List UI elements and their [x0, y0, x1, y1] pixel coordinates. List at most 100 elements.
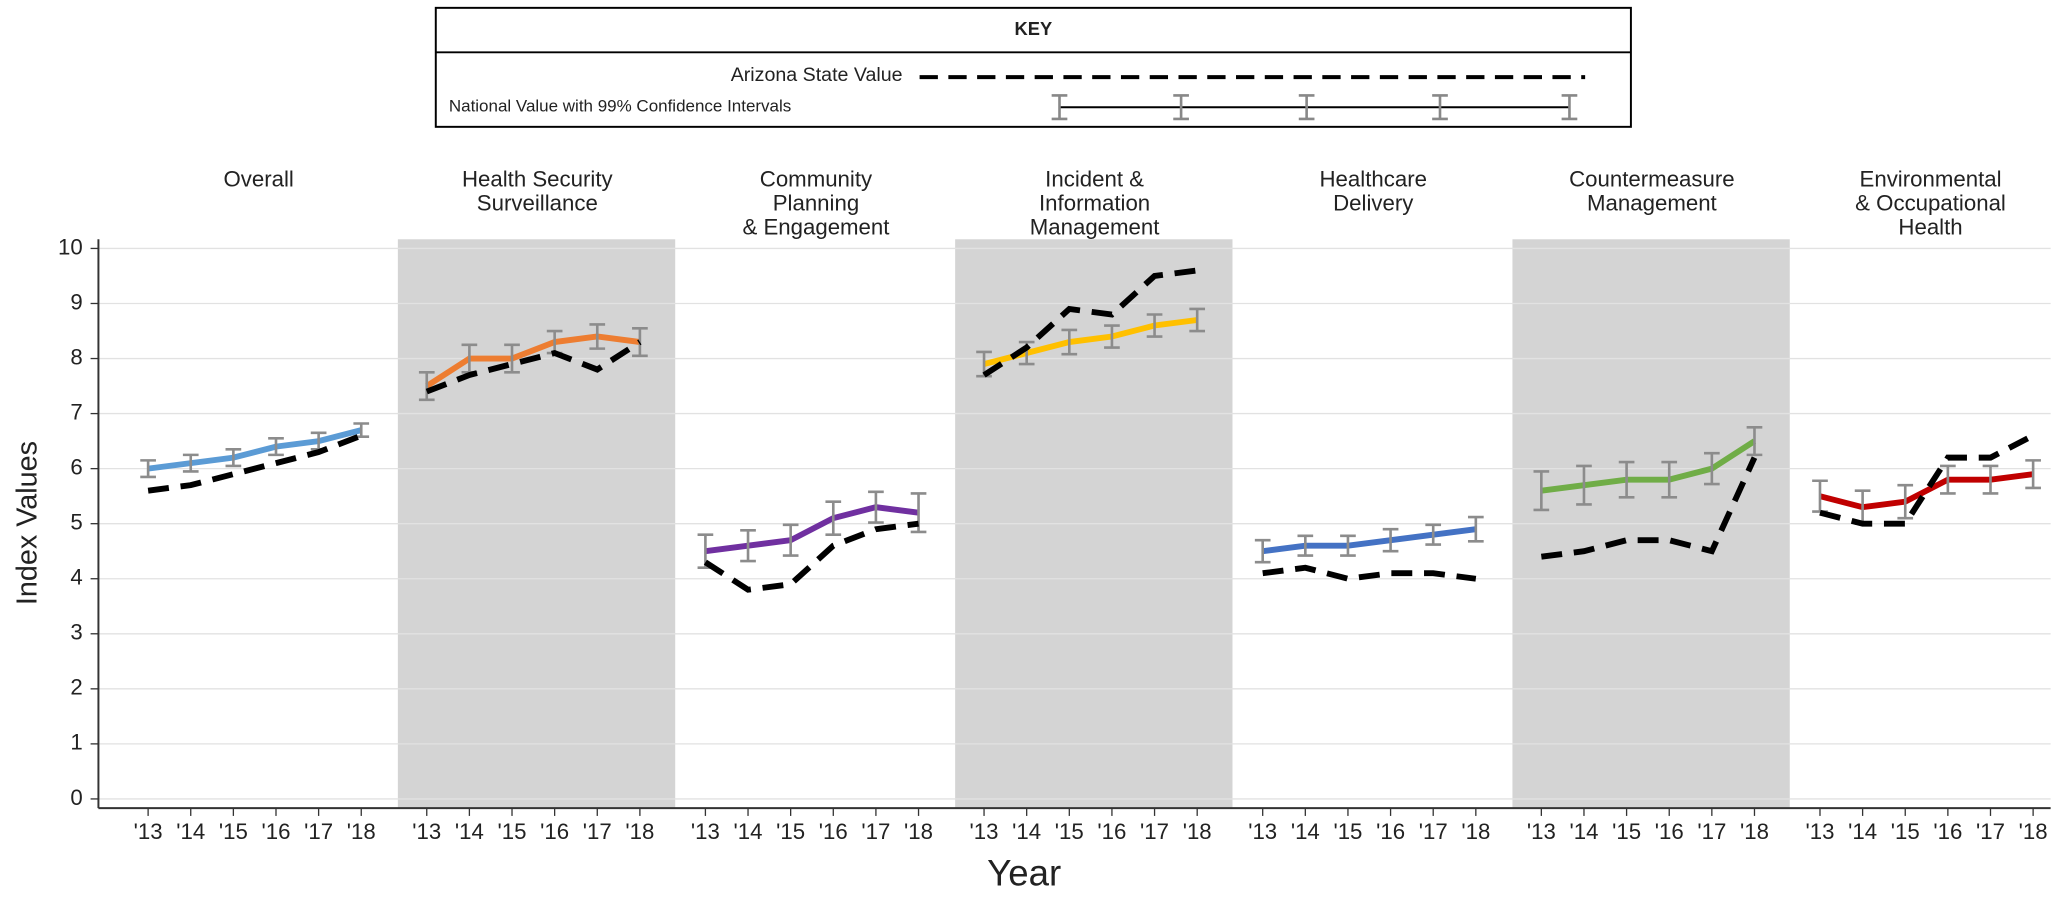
national-line	[1262, 526, 1477, 555]
state-line	[147, 432, 363, 494]
error-bar	[1189, 307, 1206, 333]
y-tick-label: 9	[70, 289, 82, 314]
x-tick-label: '18	[625, 819, 654, 844]
error-bar	[1746, 426, 1763, 457]
error-bar	[1533, 470, 1550, 512]
panel-title: Management	[1030, 215, 1161, 240]
x-tick-label: '17	[304, 819, 333, 844]
error-bar	[868, 490, 884, 524]
panel-title: Health Security	[462, 166, 614, 191]
error-bar	[1940, 464, 1956, 495]
error-bar	[1104, 324, 1120, 349]
panel-title: Environmental	[1860, 166, 2002, 191]
x-tick-label: '15	[1055, 819, 1084, 844]
x-tick-label: '14	[1012, 819, 1041, 844]
y-tick-label: 10	[58, 234, 83, 259]
x-tick-label: '17	[1697, 819, 1726, 844]
error-bar	[1146, 313, 1163, 338]
key-national-line	[1051, 94, 1578, 121]
x-tick-label: '16	[1376, 819, 1405, 844]
error-bar	[1618, 460, 1635, 499]
error-bar	[1254, 538, 1271, 564]
x-tick-label: '14	[455, 819, 484, 844]
key-state-label: Arizona State Value	[731, 64, 903, 86]
error-bar	[1576, 464, 1592, 506]
x-tick-label: '16	[1097, 819, 1126, 844]
y-tick-label: 5	[70, 510, 82, 535]
x-tick-label: '17	[1140, 819, 1169, 844]
x-tick-label: '13	[1527, 819, 1556, 844]
panel-title: Information	[1039, 191, 1150, 216]
x-tick-label: '15	[776, 819, 805, 844]
y-tick-label: 4	[70, 565, 82, 590]
error-bar	[1897, 483, 1914, 520]
panel-title: Overall	[223, 166, 293, 191]
error-bar	[1467, 515, 1484, 543]
x-tick-label: '18	[1461, 819, 1490, 844]
state-line	[703, 520, 919, 593]
error-bar	[504, 343, 520, 374]
y-tick-label: 0	[70, 785, 82, 810]
panel-title: & Occupational	[1855, 191, 2006, 216]
error-bar	[140, 459, 156, 479]
panel-title: Planning	[773, 191, 859, 216]
key-error-glyph	[1432, 94, 1448, 121]
key-national-label: National Value with 99% Confidence Inter…	[449, 97, 791, 116]
x-tick-label: '16	[1933, 819, 1962, 844]
plot: Overall '13 '14 '15 '16 '17 '18 Health Security…	[134, 166, 2048, 843]
x-tick-label: '15	[1333, 819, 1362, 844]
national-line	[1819, 471, 2034, 511]
error-bar	[225, 448, 242, 468]
error-bar	[268, 437, 284, 457]
y-tick-label: 7	[70, 399, 82, 424]
y-tick-label: 6	[70, 455, 82, 480]
error-bar	[1061, 328, 1078, 356]
error-bar	[1382, 527, 1399, 553]
x-axis-label: Year	[987, 853, 1061, 894]
x-tick-label: '16	[262, 819, 291, 844]
x-tick-label: '13	[412, 819, 441, 844]
x-tick-label: '15	[1891, 819, 1920, 844]
national-line	[147, 427, 362, 472]
panel-title: Health	[1898, 215, 1962, 240]
y-axis-label: Index Values	[12, 441, 44, 605]
x-tick-label: '17	[861, 819, 890, 844]
x-tick-label: '16	[1655, 819, 1684, 844]
state-line	[425, 339, 642, 395]
x-tick-label: '14	[1848, 819, 1877, 844]
key-error-glyph	[1173, 94, 1189, 121]
grid: 0 1 2 3 4 5 6 7 8 9 10	[58, 234, 2051, 810]
x-tick-label: '13	[970, 819, 999, 844]
x-tick-label: '13	[1248, 819, 1277, 844]
x-tick-label: '16	[540, 819, 569, 844]
x-tick-label: '13	[134, 819, 163, 844]
x-tick-label: '18	[347, 819, 376, 844]
national-line	[425, 333, 641, 389]
x-tick-label: '17	[583, 819, 612, 844]
panel-title: & Engagement	[742, 215, 890, 240]
panel-title: Incident &	[1045, 166, 1144, 191]
key-error-glyph	[1298, 94, 1315, 121]
key-error-glyph	[1561, 94, 1578, 121]
error-bar	[418, 370, 435, 402]
panel-title: Healthcare	[1320, 166, 1427, 191]
x-tick-label: '14	[176, 819, 205, 844]
error-bar	[1340, 534, 1356, 557]
x-tick-label: '18	[2019, 819, 2048, 844]
national-line	[1540, 438, 1757, 494]
key-title: KEY	[1015, 18, 1053, 39]
panel-title: Delivery	[1333, 191, 1414, 216]
x-tick-label: '13	[691, 819, 720, 844]
x-tick-label: '16	[819, 819, 848, 844]
state-line	[1819, 432, 2035, 527]
error-bar	[1297, 534, 1314, 557]
state-line	[1262, 564, 1477, 582]
error-bar	[782, 523, 799, 557]
x-tick-label: '15	[498, 819, 527, 844]
x-tick-label: '18	[904, 819, 933, 844]
y-tick-label: 2	[70, 675, 82, 700]
error-bar	[740, 528, 756, 563]
state-line	[982, 267, 1198, 378]
panel-title: Community	[760, 166, 873, 191]
x-tick-label: '14	[1569, 819, 1598, 844]
